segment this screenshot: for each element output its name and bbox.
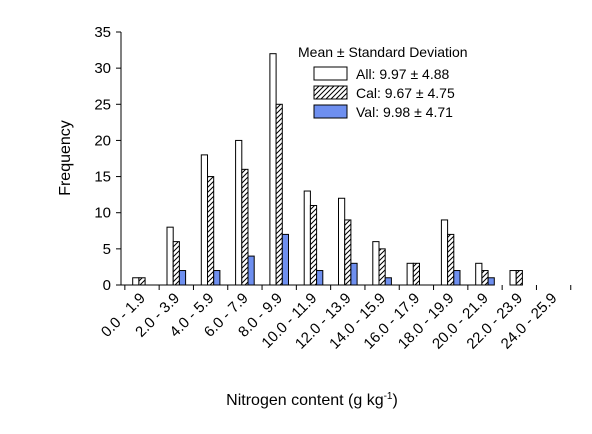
bar-hatched-5 xyxy=(309,204,318,286)
y-tick-label: 15 xyxy=(94,169,111,186)
legend-swatch-hatched xyxy=(313,85,348,100)
legend-swatch-open xyxy=(313,66,348,81)
bar-filled-3 xyxy=(247,255,255,286)
bar-open-9 xyxy=(440,219,449,286)
bar-open-2 xyxy=(200,154,209,286)
legend-title: Mean ± Standard Deviation xyxy=(298,44,468,60)
bar-filled-4 xyxy=(281,233,289,286)
bar-filled-9 xyxy=(453,270,461,286)
x-axis-unit-superscript: -1 xyxy=(384,391,393,402)
bar-hatched-4 xyxy=(275,103,283,286)
bar-open-4 xyxy=(269,53,277,286)
bar-open-3 xyxy=(235,139,243,286)
bar-open-1 xyxy=(166,226,174,286)
bar-open-11 xyxy=(509,270,517,286)
bar-open-8 xyxy=(406,262,414,286)
bar-hatched-11 xyxy=(515,270,523,286)
legend-label-filled: Val: 9.98 ± 4.71 xyxy=(356,104,453,120)
bar-open-0 xyxy=(132,277,140,286)
y-tick-label: 25 xyxy=(94,96,111,113)
bar-filled-2 xyxy=(213,270,221,286)
y-tick-label: 10 xyxy=(94,205,111,222)
axes xyxy=(116,31,572,290)
bar-filled-7 xyxy=(384,277,392,286)
bar-filled-10 xyxy=(487,277,495,286)
bar-hatched-3 xyxy=(241,168,249,286)
bars xyxy=(132,53,523,286)
bar-hatched-0 xyxy=(138,277,146,286)
bar-hatched-9 xyxy=(447,233,455,286)
bar-open-5 xyxy=(303,190,311,286)
bar-filled-1 xyxy=(178,270,187,286)
y-tick-label: 20 xyxy=(94,132,111,149)
bar-hatched-7 xyxy=(378,248,386,286)
y-tick-label: 35 xyxy=(94,24,111,41)
legend-label-open: All: 9.97 ± 4.88 xyxy=(356,66,450,82)
bar-hatched-1 xyxy=(172,241,180,286)
bar-hatched-6 xyxy=(344,219,352,286)
legend-swatch-filled xyxy=(313,104,348,119)
legend: Mean ± Standard Deviation All: 9.97 ± 4.… xyxy=(298,44,468,120)
y-tick-label: 30 xyxy=(94,60,111,77)
y-tick-label: 5 xyxy=(103,241,111,258)
bar-hatched-8 xyxy=(412,262,420,286)
bar-open-6 xyxy=(338,197,346,286)
x-axis-title: Nitrogen content (g kg-1) xyxy=(226,391,398,409)
bar-hatched-10 xyxy=(481,270,489,286)
bar-open-10 xyxy=(475,262,483,286)
bar-filled-6 xyxy=(350,262,358,286)
bar-open-7 xyxy=(372,241,380,286)
bar-hatched-2 xyxy=(207,176,215,286)
bar-filled-5 xyxy=(316,270,324,286)
y-axis-title: Frequency xyxy=(57,120,74,196)
legend-label-hatched: Cal: 9.67 ± 4.75 xyxy=(356,85,455,101)
y-tick-label: 0 xyxy=(103,277,111,294)
